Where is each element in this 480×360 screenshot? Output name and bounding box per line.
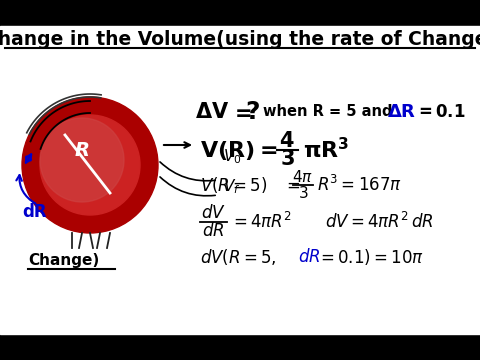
Text: $dV = 4\pi R^2\,dR$: $dV = 4\pi R^2\,dR$: [325, 212, 434, 232]
Text: $\mathbf{4}$: $\mathbf{4}$: [279, 131, 295, 151]
Text: Change): Change): [28, 252, 99, 267]
Text: $\mathbf{\Delta V}$: $\mathbf{\Delta V}$: [195, 102, 229, 122]
Bar: [0, 0, 480, 26]
Text: $=0.1) = 10\pi$: $=0.1) = 10\pi$: [317, 247, 424, 267]
Circle shape: [40, 115, 140, 215]
Text: when R = 5 and: when R = 5 and: [263, 104, 393, 120]
Text: $\mathbf{=}$: $\mathbf{=}$: [230, 102, 252, 122]
Text: $\mathbf{3}$: $\mathbf{3}$: [279, 149, 294, 169]
Text: $\mathbf{= 0.1}$: $\mathbf{= 0.1}$: [415, 103, 466, 121]
Text: $4\pi$: $4\pi$: [292, 169, 313, 185]
Text: $V_0$: $V_0$: [223, 148, 241, 166]
Text: $\mathbf{V(R)=}$: $\mathbf{V(R)=}$: [200, 139, 277, 162]
Text: $dR$: $dR$: [202, 222, 224, 240]
Text: $=$: $=$: [283, 176, 300, 194]
Text: $V(R=5)$: $V(R=5)$: [200, 175, 267, 195]
Text: $\mathbf{?}$: $\mathbf{?}$: [245, 100, 260, 124]
Text: Change in the Volume(using the rate of Change): Change in the Volume(using the rate of C…: [0, 30, 480, 49]
Text: dR: dR: [22, 203, 47, 221]
Text: $dR$: $dR$: [298, 248, 321, 266]
Text: $V_f$: $V_f$: [223, 177, 240, 196]
Text: $\mathbf{\pi R^3}$: $\mathbf{\pi R^3}$: [303, 138, 349, 163]
Bar: [0, 26, 480, 334]
Text: $3$: $3$: [298, 185, 308, 201]
Bar: [0, 334, 480, 360]
Text: $R^3 = 167\pi$: $R^3 = 167\pi$: [317, 175, 402, 195]
Text: $\mathbf{R}$: $\mathbf{R}$: [400, 103, 415, 121]
Circle shape: [22, 97, 158, 233]
Text: $\mathbf{\Delta}$: $\mathbf{\Delta}$: [387, 103, 403, 121]
Text: $dV(R=5,$: $dV(R=5,$: [200, 247, 276, 267]
Text: $dV$: $dV$: [201, 204, 226, 222]
Circle shape: [40, 118, 124, 202]
Text: $= 4\pi R^2$: $= 4\pi R^2$: [230, 212, 292, 232]
Text: R: R: [74, 140, 89, 159]
